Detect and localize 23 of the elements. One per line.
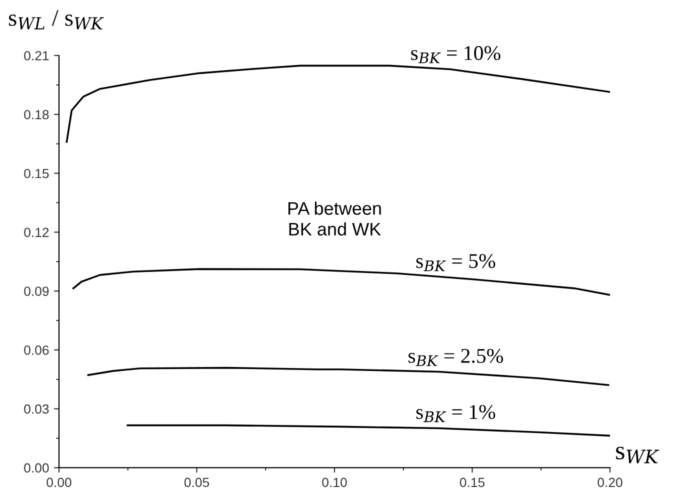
y-tick-label: 0.15 bbox=[24, 168, 49, 178]
y-tick-label: 0.00 bbox=[24, 463, 49, 473]
line-series bbox=[126, 424, 610, 437]
y-tick-label: 0.06 bbox=[24, 345, 49, 355]
x-tick-label: 0.20 bbox=[598, 478, 622, 488]
series-label: s$_{BK}$ = 1% bbox=[416, 404, 496, 422]
y-tick-label: 0.12 bbox=[24, 228, 49, 238]
annotation: PA between BK and WK bbox=[288, 202, 381, 236]
y-tick-label: 0.03 bbox=[24, 404, 49, 414]
series-label: s$_{BK}$ = 10% bbox=[411, 46, 500, 64]
x-tick-label: 0.10 bbox=[322, 478, 347, 488]
y-tick-label: 0.09 bbox=[24, 286, 49, 296]
y-axis-title: s$_{WL}$ / s$_{WK}$ bbox=[8, 10, 104, 30]
line-series bbox=[87, 366, 610, 386]
line-series bbox=[66, 64, 610, 143]
x-tick-label: 0.15 bbox=[460, 478, 485, 488]
x-tick-label: 0.05 bbox=[184, 478, 210, 488]
x-tick-label: 0.00 bbox=[46, 478, 72, 488]
series-label: s$_{BK}$ = 2.5% bbox=[408, 348, 503, 366]
y-tick-label: 0.18 bbox=[24, 110, 49, 120]
y-tick-label: 0.21 bbox=[24, 51, 49, 60]
series-label: s$_{BK}$ = 5% bbox=[416, 254, 496, 272]
x-axis-title: s$_{WK}$ bbox=[616, 446, 660, 464]
